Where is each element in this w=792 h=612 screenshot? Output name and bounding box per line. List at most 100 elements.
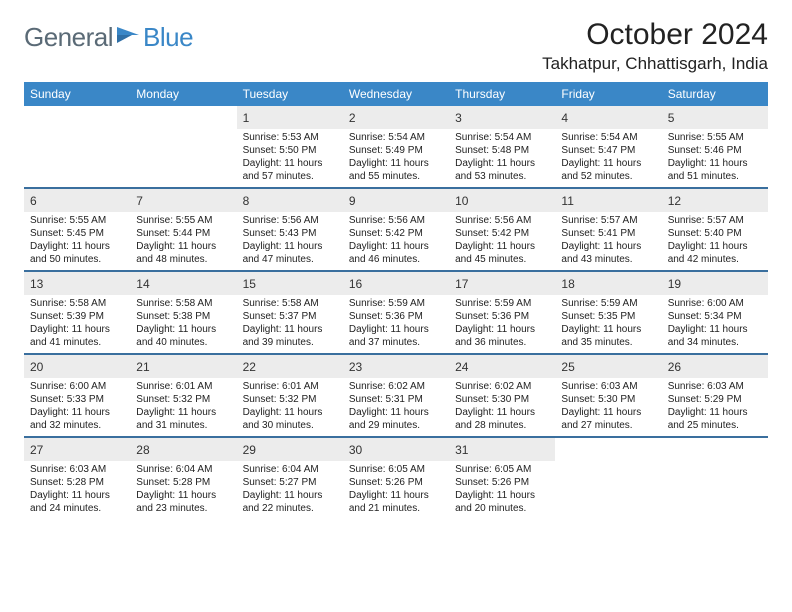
daylight-line: Daylight: 11 hours and 43 minutes.: [561, 240, 655, 266]
daylight-line: Daylight: 11 hours and 35 minutes.: [561, 323, 655, 349]
sunrise-line: Sunrise: 5:57 AM: [668, 214, 762, 227]
week-row: 20Sunrise: 6:00 AMSunset: 5:33 PMDayligh…: [24, 353, 768, 436]
sunrise-line: Sunrise: 5:55 AM: [668, 131, 762, 144]
sunrise-line: Sunrise: 6:02 AM: [349, 380, 443, 393]
day-cell: 19Sunrise: 6:00 AMSunset: 5:34 PMDayligh…: [662, 272, 768, 353]
day-details: Sunrise: 5:55 AMSunset: 5:46 PMDaylight:…: [662, 129, 768, 187]
day-number: 9: [349, 194, 356, 208]
daynum-row: 16: [343, 272, 449, 295]
day-cell: 18Sunrise: 5:59 AMSunset: 5:35 PMDayligh…: [555, 272, 661, 353]
day-details: Sunrise: 6:03 AMSunset: 5:30 PMDaylight:…: [555, 378, 661, 436]
day-cell: 17Sunrise: 5:59 AMSunset: 5:36 PMDayligh…: [449, 272, 555, 353]
day-cell: 16Sunrise: 5:59 AMSunset: 5:36 PMDayligh…: [343, 272, 449, 353]
daynum-row: 28: [130, 438, 236, 461]
month-title: October 2024: [542, 18, 768, 52]
sunrise-line: Sunrise: 6:03 AM: [668, 380, 762, 393]
sunset-line: Sunset: 5:29 PM: [668, 393, 762, 406]
title-block: October 2024 Takhatpur, Chhattisgarh, In…: [542, 18, 768, 74]
day-number: 29: [243, 443, 256, 457]
sunset-line: Sunset: 5:44 PM: [136, 227, 230, 240]
daylight-line: Daylight: 11 hours and 22 minutes.: [243, 489, 337, 515]
location: Takhatpur, Chhattisgarh, India: [542, 54, 768, 74]
day-cell: 5 Sunrise: 5:55 AMSunset: 5:46 PMDaylight…: [662, 106, 768, 187]
sunset-line: Sunset: 5:42 PM: [455, 227, 549, 240]
sunset-line: Sunset: 5:48 PM: [455, 144, 549, 157]
daylight-line: Daylight: 11 hours and 31 minutes.: [136, 406, 230, 432]
sunrise-line: Sunrise: 6:04 AM: [136, 463, 230, 476]
day-cell: 25Sunrise: 6:03 AMSunset: 5:30 PMDayligh…: [555, 355, 661, 436]
day-cell: 9Sunrise: 5:56 AMSunset: 5:42 PMDaylight…: [343, 189, 449, 270]
sunrise-line: Sunrise: 5:59 AM: [349, 297, 443, 310]
week-row: 6Sunrise: 5:55 AMSunset: 5:45 PMDaylight…: [24, 187, 768, 270]
daylight-line: Daylight: 11 hours and 48 minutes.: [136, 240, 230, 266]
sunset-line: Sunset: 5:30 PM: [561, 393, 655, 406]
day-number: 24: [455, 360, 468, 374]
day-number: 5: [668, 111, 675, 125]
sunrise-line: Sunrise: 5:56 AM: [455, 214, 549, 227]
daynum-row: 23: [343, 355, 449, 378]
daynum-row: 14: [130, 272, 236, 295]
day-number: 3: [455, 111, 462, 125]
sunset-line: Sunset: 5:32 PM: [243, 393, 337, 406]
day-details: Sunrise: 5:53 AMSunset: 5:50 PMDaylight:…: [237, 129, 343, 187]
day-number: 10: [455, 194, 468, 208]
daylight-line: Daylight: 11 hours and 47 minutes.: [243, 240, 337, 266]
daylight-line: Daylight: 11 hours and 27 minutes.: [561, 406, 655, 432]
day-cell: 23Sunrise: 6:02 AMSunset: 5:31 PMDayligh…: [343, 355, 449, 436]
daynum-row: 4: [555, 106, 661, 129]
day-details: Sunrise: 5:57 AMSunset: 5:41 PMDaylight:…: [555, 212, 661, 270]
sunset-line: Sunset: 5:36 PM: [455, 310, 549, 323]
day-details: Sunrise: 5:59 AMSunset: 5:36 PMDaylight:…: [449, 295, 555, 353]
daynum-row: 29: [237, 438, 343, 461]
sunrise-line: Sunrise: 5:58 AM: [30, 297, 124, 310]
sunset-line: Sunset: 5:34 PM: [668, 310, 762, 323]
sunset-line: Sunset: 5:46 PM: [668, 144, 762, 157]
day-number: 30: [349, 443, 362, 457]
sunset-line: Sunset: 5:47 PM: [561, 144, 655, 157]
sunrise-line: Sunrise: 5:59 AM: [455, 297, 549, 310]
daynum-row: 7: [130, 189, 236, 212]
day-number: 21: [136, 360, 149, 374]
daylight-line: Daylight: 11 hours and 57 minutes.: [243, 157, 337, 183]
weekday-label: Friday: [555, 82, 661, 106]
day-details: Sunrise: 6:00 AMSunset: 5:34 PMDaylight:…: [662, 295, 768, 353]
sunset-line: Sunset: 5:49 PM: [349, 144, 443, 157]
daynum-row: 26: [662, 355, 768, 378]
daylight-line: Daylight: 11 hours and 51 minutes.: [668, 157, 762, 183]
day-details: Sunrise: 6:03 AMSunset: 5:28 PMDaylight:…: [24, 461, 130, 519]
day-number: 13: [30, 277, 43, 291]
day-number: 23: [349, 360, 362, 374]
day-number: 12: [668, 194, 681, 208]
header: General Blue October 2024 Takhatpur, Chh…: [24, 18, 768, 74]
daylight-line: Daylight: 11 hours and 29 minutes.: [349, 406, 443, 432]
sunrise-line: Sunrise: 5:55 AM: [136, 214, 230, 227]
day-cell: 20Sunrise: 6:00 AMSunset: 5:33 PMDayligh…: [24, 355, 130, 436]
sunrise-line: Sunrise: 5:57 AM: [561, 214, 655, 227]
daynum-row: 19: [662, 272, 768, 295]
sunrise-line: Sunrise: 6:02 AM: [455, 380, 549, 393]
daynum-row: 2: [343, 106, 449, 129]
sunset-line: Sunset: 5:30 PM: [455, 393, 549, 406]
weekday-label: Sunday: [24, 82, 130, 106]
daynum-row: 17: [449, 272, 555, 295]
day-details: Sunrise: 6:04 AMSunset: 5:27 PMDaylight:…: [237, 461, 343, 519]
day-details: Sunrise: 5:58 AMSunset: 5:38 PMDaylight:…: [130, 295, 236, 353]
weekday-label: Tuesday: [237, 82, 343, 106]
sunset-line: Sunset: 5:27 PM: [243, 476, 337, 489]
day-details: Sunrise: 5:54 AMSunset: 5:47 PMDaylight:…: [555, 129, 661, 187]
calendar: SundayMondayTuesdayWednesdayThursdayFrid…: [24, 82, 768, 519]
day-cell: 12Sunrise: 5:57 AMSunset: 5:40 PMDayligh…: [662, 189, 768, 270]
daynum-row: 13: [24, 272, 130, 295]
day-details: Sunrise: 6:04 AMSunset: 5:28 PMDaylight:…: [130, 461, 236, 519]
day-number: 15: [243, 277, 256, 291]
day-cell: 7 Sunrise: 5:55 AMSunset: 5:44 PMDaylight…: [130, 189, 236, 270]
sunrise-line: Sunrise: 6:03 AM: [30, 463, 124, 476]
logo: General Blue: [24, 22, 193, 53]
day-number: 14: [136, 277, 149, 291]
daylight-line: Daylight: 11 hours and 41 minutes.: [30, 323, 124, 349]
day-cell: 30Sunrise: 6:05 AMSunset: 5:26 PMDayligh…: [343, 438, 449, 519]
daynum-row: 8: [237, 189, 343, 212]
sunrise-line: Sunrise: 5:53 AM: [243, 131, 337, 144]
day-details: Sunrise: 6:01 AMSunset: 5:32 PMDaylight:…: [130, 378, 236, 436]
daylight-line: Daylight: 11 hours and 24 minutes.: [30, 489, 124, 515]
